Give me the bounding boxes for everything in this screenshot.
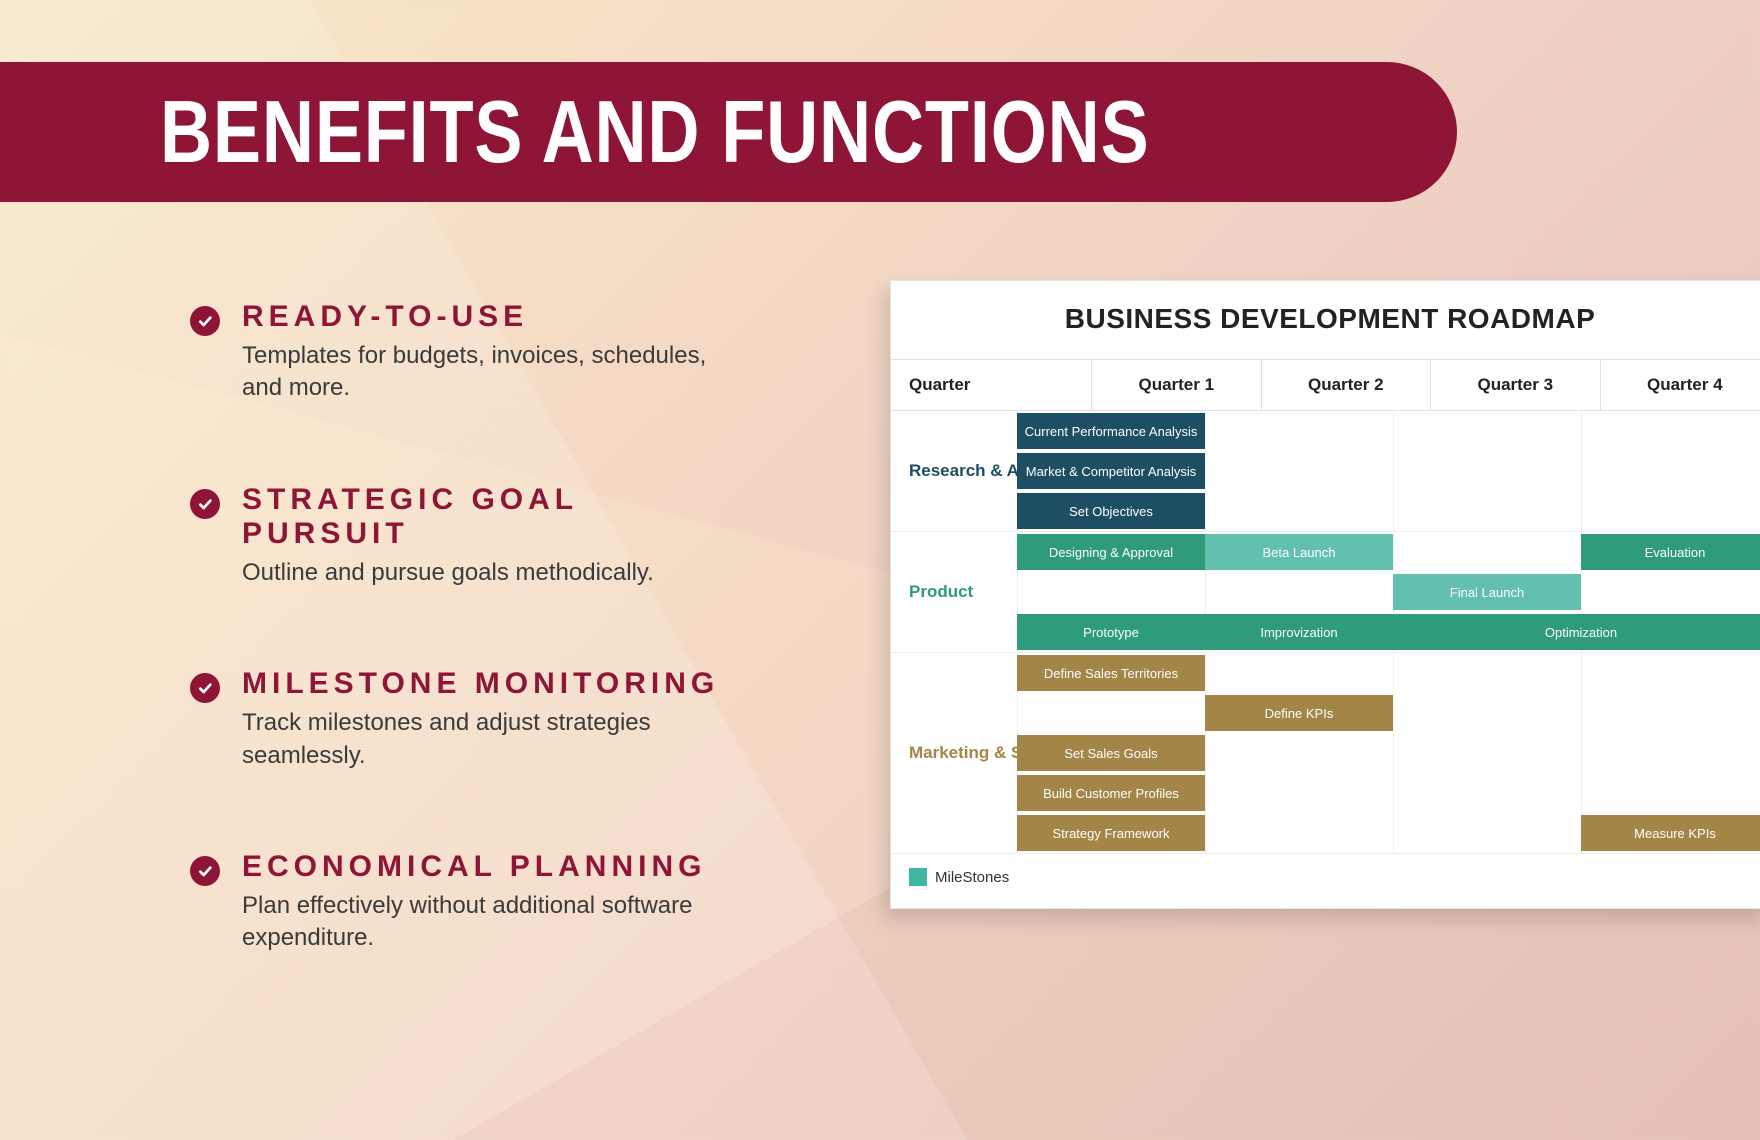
gantt-bar: Evaluation xyxy=(1581,534,1760,570)
benefit-title: READY-TO-USE xyxy=(242,300,750,334)
gantt-chart: QuarterQuarter 1Quarter 2Quarter 3Quarte… xyxy=(891,359,1760,854)
legend-swatch xyxy=(909,868,927,886)
benefit-item: MILESTONE MONITORING Track milestones and… xyxy=(190,667,750,772)
benefit-title: MILESTONE MONITORING xyxy=(242,667,750,701)
gantt-bar: Build Customer Profiles xyxy=(1017,775,1205,811)
legend: MileStones xyxy=(891,854,1760,886)
benefit-item: READY-TO-USE Templates for budgets, invoi… xyxy=(190,300,750,405)
roadmap-title: BUSINESS DEVELOPMENT ROADMAP xyxy=(891,303,1760,335)
gantt-bar: Optimization xyxy=(1393,614,1760,650)
page-title: BENEFITS AND FUNCTIONS xyxy=(160,81,1150,183)
benefit-desc: Track milestones and adjust strategies s… xyxy=(242,707,750,772)
gantt-bar: Define KPIs xyxy=(1205,695,1393,731)
gantt-track: Current Performance Analysis xyxy=(891,411,1760,451)
gantt-bar: Current Performance Analysis xyxy=(1017,413,1205,449)
gantt-quarter-header: Quarter 1 xyxy=(1091,360,1261,410)
gantt-bar: Final Launch xyxy=(1393,574,1581,610)
roadmap-card: BUSINESS DEVELOPMENT ROADMAP QuarterQuar… xyxy=(890,280,1760,909)
gantt-bar: Improvization xyxy=(1205,614,1393,650)
check-icon xyxy=(190,856,220,886)
gantt-bar: Set Sales Goals xyxy=(1017,735,1205,771)
gantt-quarter-header: Quarter 2 xyxy=(1261,360,1431,410)
check-icon xyxy=(190,673,220,703)
gantt-quarter-header: Quarter 4 xyxy=(1600,360,1760,410)
check-icon xyxy=(190,306,220,336)
gantt-track: PrototypeImprovizationOptimization xyxy=(891,612,1760,652)
legend-label: MileStones xyxy=(935,869,1009,886)
gantt-bar: Set Objectives xyxy=(1017,493,1205,529)
gantt-bar: Define Sales Territories xyxy=(1017,655,1205,691)
gantt-group: Marketing & SalesDefine Sales Territorie… xyxy=(891,653,1760,854)
check-icon xyxy=(190,489,220,519)
benefits-column: READY-TO-USE Templates for budgets, invoi… xyxy=(190,300,750,1033)
gantt-bar: Designing & Approval xyxy=(1017,534,1205,570)
gantt-bar: Measure KPIs xyxy=(1581,815,1760,851)
gantt-bar: Prototype xyxy=(1017,614,1205,650)
gantt-track: Designing & ApprovalBeta Launch Evaluatio… xyxy=(891,532,1760,572)
gantt-group: Product Designing & ApprovalBeta Launch Ev… xyxy=(891,532,1760,653)
gantt-track: Set Objectives xyxy=(891,491,1760,531)
benefit-item: ECONOMICAL PLANNING Plan effectively with… xyxy=(190,850,750,955)
benefit-item: STRATEGIC GOAL PURSUIT Outline and pursue… xyxy=(190,483,750,589)
benefit-title: STRATEGIC GOAL PURSUIT xyxy=(242,483,750,551)
benefit-desc: Templates for budgets, invoices, schedul… xyxy=(242,340,750,405)
gantt-track: Market & Competitor Analysis xyxy=(891,451,1760,491)
gantt-group-label: Product xyxy=(909,532,973,652)
gantt-header: QuarterQuarter 1Quarter 2Quarter 3Quarte… xyxy=(891,359,1760,411)
gantt-group: Research & AnalysisCurrent Performance A… xyxy=(891,411,1760,532)
gantt-bar: Beta Launch xyxy=(1205,534,1393,570)
gantt-track: Define Sales Territories xyxy=(891,653,1760,693)
gantt-track: Build Customer Profiles xyxy=(891,773,1760,813)
gantt-track: Set Sales Goals xyxy=(891,733,1760,773)
gantt-bar: Market & Competitor Analysis xyxy=(1017,453,1205,489)
benefit-title: ECONOMICAL PLANNING xyxy=(242,850,750,884)
gantt-track: Final Launch xyxy=(891,572,1760,612)
gantt-header-label: Quarter xyxy=(891,360,1091,410)
benefit-desc: Plan effectively without additional soft… xyxy=(242,890,750,955)
gantt-track: Strategy Framework Measure KPIs xyxy=(891,813,1760,853)
title-pill: BENEFITS AND FUNCTIONS xyxy=(0,62,1457,202)
gantt-track: Define KPIs xyxy=(891,693,1760,733)
gantt-bar: Strategy Framework xyxy=(1017,815,1205,851)
benefit-desc: Outline and pursue goals methodically. xyxy=(242,557,750,589)
gantt-quarter-header: Quarter 3 xyxy=(1430,360,1600,410)
